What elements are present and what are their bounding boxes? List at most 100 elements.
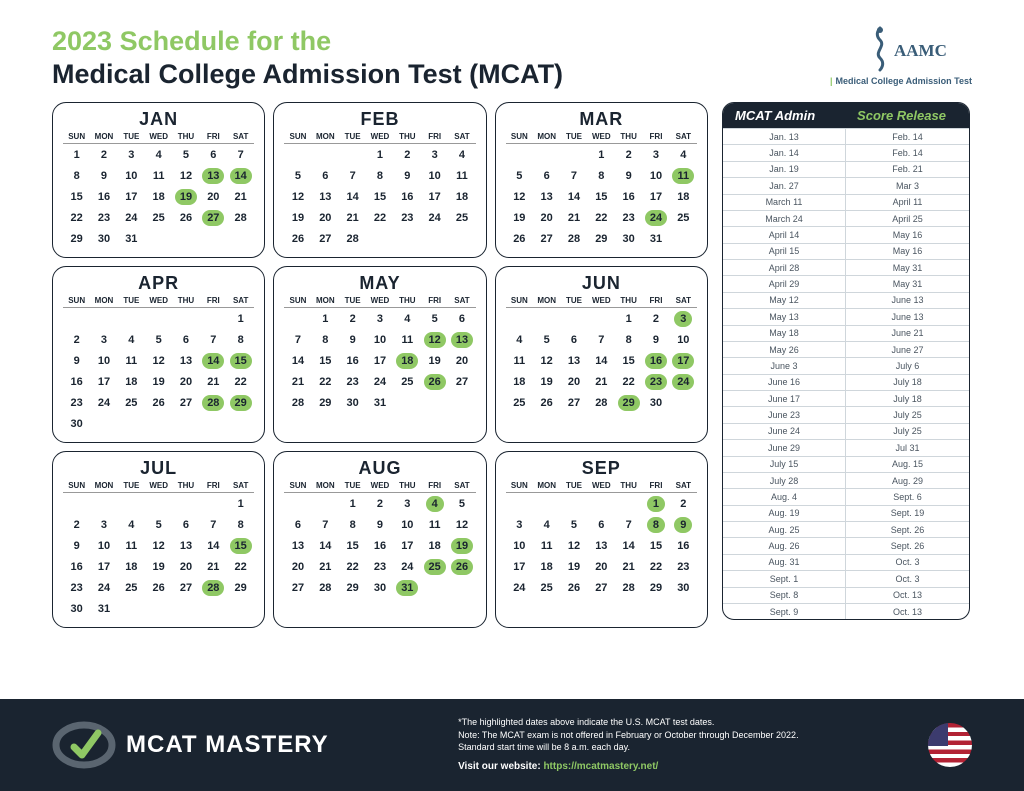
day-cell: 29: [615, 392, 642, 413]
day-cell: 28: [339, 228, 366, 249]
footer-notes: *The highlighted dates above indicate th…: [458, 716, 799, 774]
day-cell: 19: [284, 207, 311, 228]
dow-label: WED: [366, 294, 393, 307]
day-cell: 26: [145, 577, 172, 598]
day-cell: 19: [421, 350, 448, 371]
admin-date: Aug. 25: [723, 521, 846, 537]
day-cell: 10: [642, 165, 669, 186]
footnote-3: Standard start time will be 8 a.m. each …: [458, 741, 799, 754]
day-cell: 2: [642, 308, 669, 329]
day-cell: 22: [615, 371, 642, 392]
day-cell: 26: [533, 392, 560, 413]
dow-label: WED: [588, 130, 615, 143]
day-cell: 9: [63, 535, 90, 556]
dow-label: SAT: [448, 294, 475, 307]
dow-label: WED: [366, 130, 393, 143]
dow-label: MON: [90, 479, 117, 492]
day-cell: [284, 308, 311, 329]
day-cell: 15: [339, 535, 366, 556]
month-apr: APRSUNMONTUEWEDTHUFRISAT1234567891011121…: [52, 266, 265, 443]
day-cell: 6: [312, 165, 339, 186]
swoosh-icon: [52, 721, 116, 769]
day-cell: [90, 308, 117, 329]
day-cell: 24: [118, 207, 145, 228]
day-cell: 10: [670, 329, 697, 350]
day-cell: 23: [366, 556, 393, 577]
score-row: April 28May 31: [723, 259, 969, 275]
dow-label: TUE: [118, 479, 145, 492]
day-cell: 12: [560, 535, 587, 556]
score-row: Jan. 19Feb. 21: [723, 161, 969, 177]
dow-label: SUN: [506, 130, 533, 143]
day-cell: 20: [448, 350, 475, 371]
day-cell: 30: [366, 577, 393, 598]
day-cell: [394, 392, 421, 413]
admin-date: Sept. 1: [723, 570, 846, 586]
day-cell: 9: [366, 514, 393, 535]
day-cell: [615, 493, 642, 514]
day-cell: 13: [588, 535, 615, 556]
day-cell: 16: [670, 535, 697, 556]
day-cell: 20: [312, 207, 339, 228]
day-cell: [284, 493, 311, 514]
score-row: July 15Aug. 15: [723, 456, 969, 472]
day-cell: 7: [284, 329, 311, 350]
day-cell: [533, 144, 560, 165]
dow-label: MON: [90, 294, 117, 307]
us-flag-icon: [928, 723, 972, 767]
day-cell: 17: [90, 371, 117, 392]
day-cell: 21: [339, 207, 366, 228]
day-cell: 19: [145, 556, 172, 577]
day-cell: 2: [63, 514, 90, 535]
day-cell: 22: [63, 207, 90, 228]
day-cell: 18: [118, 556, 145, 577]
day-cell: [200, 308, 227, 329]
day-cell: 13: [172, 535, 199, 556]
day-cell: 16: [63, 371, 90, 392]
score-row: Jan. 13Feb. 14: [723, 128, 969, 144]
dow-label: FRI: [200, 130, 227, 143]
day-cell: 22: [339, 556, 366, 577]
dow-label: MON: [90, 130, 117, 143]
day-cell: [200, 413, 227, 434]
day-cell: 6: [588, 514, 615, 535]
day-cell: 13: [448, 329, 475, 350]
day-cell: 19: [533, 371, 560, 392]
dow-label: MON: [312, 130, 339, 143]
day-cell: 24: [421, 207, 448, 228]
day-cell: 6: [200, 144, 227, 165]
day-cell: 14: [200, 535, 227, 556]
day-cell: 25: [118, 392, 145, 413]
dow-label: SAT: [670, 130, 697, 143]
day-cell: 6: [448, 308, 475, 329]
score-row: May 26June 27: [723, 341, 969, 357]
admin-date: Aug. 26: [723, 537, 846, 553]
day-cell: 27: [448, 371, 475, 392]
day-cell: 1: [312, 308, 339, 329]
day-cell: 4: [421, 493, 448, 514]
day-cell: 17: [90, 556, 117, 577]
release-date: July 6: [846, 357, 969, 373]
day-cell: [90, 413, 117, 434]
day-cell: 8: [642, 514, 669, 535]
day-cell: 11: [145, 165, 172, 186]
day-cell: 16: [63, 556, 90, 577]
month-feb: FEBSUNMONTUEWEDTHUFRISAT1234567891011121…: [273, 102, 486, 258]
day-cell: 30: [615, 228, 642, 249]
month-may: MAYSUNMONTUEWEDTHUFRISAT1234567891011121…: [273, 266, 486, 443]
day-cell: [670, 392, 697, 413]
score-row: June 16July 18: [723, 374, 969, 390]
day-cell: 20: [588, 556, 615, 577]
dow-label: FRI: [421, 130, 448, 143]
dow-label: TUE: [118, 294, 145, 307]
admin-date: March 11: [723, 194, 846, 210]
day-cell: 3: [394, 493, 421, 514]
day-cell: 30: [339, 392, 366, 413]
day-cell: [560, 493, 587, 514]
day-cell: 22: [588, 207, 615, 228]
dow-label: THU: [394, 294, 421, 307]
day-cell: [588, 493, 615, 514]
day-cell: 12: [172, 165, 199, 186]
day-cell: 9: [339, 329, 366, 350]
day-cell: 29: [227, 577, 254, 598]
